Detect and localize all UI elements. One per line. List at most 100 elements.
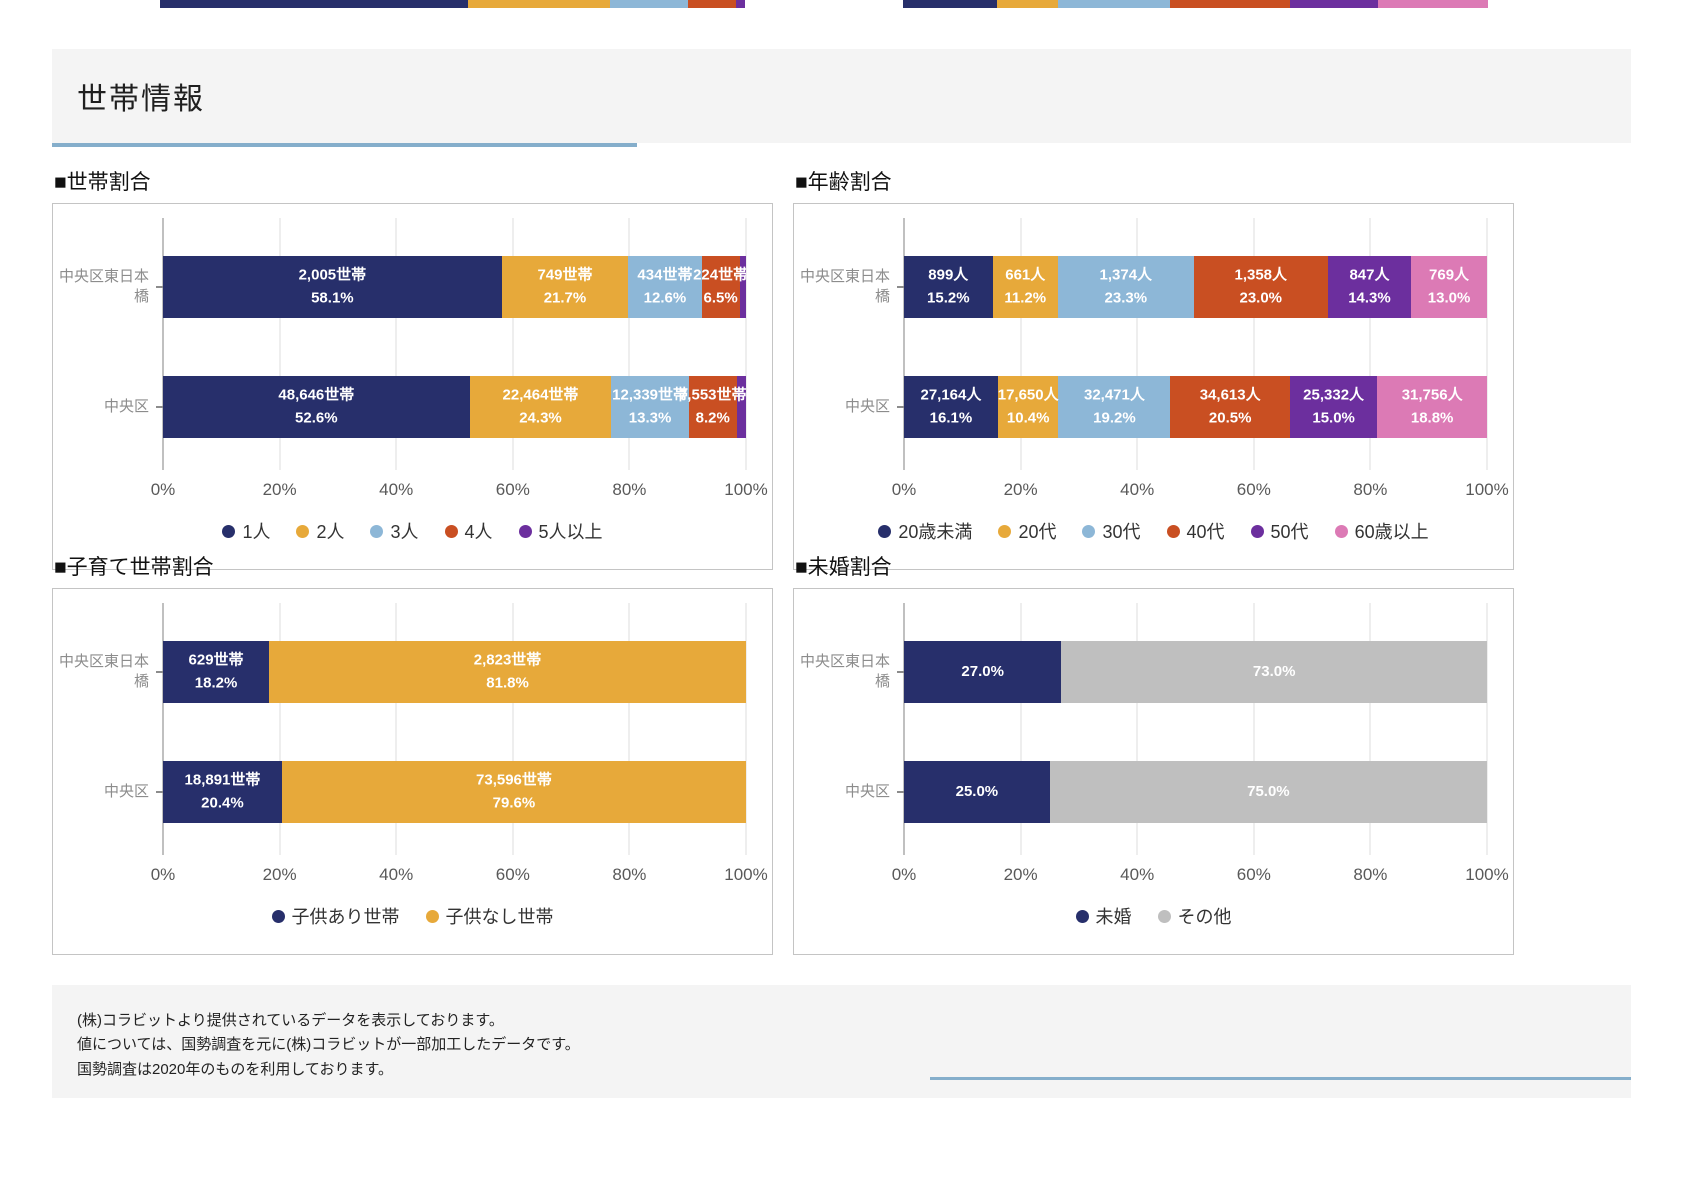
bar-segment: 27.0% xyxy=(904,641,1062,703)
bar-segment xyxy=(735,0,745,8)
x-tick-label: 0% xyxy=(150,480,176,499)
legend-dot xyxy=(1250,524,1264,538)
segment-label: 749世帯 21.7% xyxy=(537,265,592,310)
segment-value: 22,464世帯 xyxy=(502,386,579,404)
segment-percent: 58.1% xyxy=(311,289,354,306)
gridline xyxy=(279,218,281,470)
footer-note-line: (株)コラビットより提供されているデータを表示しております。 xyxy=(77,1012,504,1029)
segment-percent: 21.7% xyxy=(543,289,587,306)
plot-area: 629世帯 18.2% 2,823世帯 81.8% 18,891世帯 20.4% 73,59… xyxy=(156,603,747,855)
x-tick-label: 20% xyxy=(262,480,297,499)
bar-segment: 1,358人 23.0% xyxy=(1193,256,1328,318)
segment-percent: 13.3% xyxy=(628,409,672,426)
legend-dot xyxy=(1166,524,1180,538)
x-tick-label: 100% xyxy=(1465,865,1509,884)
segment-value: 73,596世帯 xyxy=(476,771,552,789)
segment-label: 629世帯 18.2% xyxy=(189,650,244,695)
x-tick-label: 60% xyxy=(495,480,530,499)
segment-value: 2,823世帯 xyxy=(473,651,542,669)
gridline xyxy=(745,218,747,470)
segment-label: 73.0% xyxy=(1253,661,1296,684)
bar-segment: 749世帯 21.7% xyxy=(501,256,629,318)
legend-item: 1人 xyxy=(222,518,270,544)
bar-segment: 2,005世帯 58.1% xyxy=(163,256,502,318)
bar-segment: 25,332人 15.0% xyxy=(1289,376,1378,438)
x-axis-spacer xyxy=(53,865,163,889)
bar-row: 18,891世帯 20.4% 73,596世帯 79.6% xyxy=(163,761,746,823)
chart-legend: 1人 2人 3人 4人 5人以上 xyxy=(53,518,772,544)
page-header: 世帯情報 xyxy=(52,49,1631,147)
segment-value: 661人 xyxy=(1005,266,1046,284)
segment-percent: 10.4% xyxy=(1006,409,1050,426)
plot-area-wrap: 中央区東日本橋 中央区 27.0% 73.0% 25.0% 75.0% xyxy=(794,603,1513,855)
x-tick-label: 0% xyxy=(891,480,917,499)
legend-dot xyxy=(1082,524,1096,538)
segment-value: 18,891世帯 xyxy=(184,771,261,789)
legend-item: その他 xyxy=(1157,903,1232,929)
y-axis-label: 中央区 xyxy=(103,397,149,415)
plot-area-wrap: 中央区東日本橋 中央区 629世帯 18.2% 2,823世帯 81.8% 18,891世帯… xyxy=(53,603,772,855)
chart-panel: 中央区東日本橋 中央区 2,005世帯 58.1% 749世帯 21.7% 434世帯 12.… xyxy=(52,203,773,570)
segment-percent: 75.0% xyxy=(1247,782,1290,800)
plot-area: 2,005世帯 58.1% 749世帯 21.7% 434世帯 12.6% 224世帯 6.5… xyxy=(156,218,747,470)
legend-label: 4人 xyxy=(464,522,493,542)
gridline xyxy=(1136,218,1138,470)
x-axis-spacer xyxy=(794,865,904,889)
bar-segment xyxy=(1170,0,1291,8)
segment-value: 48,646世帯 xyxy=(278,386,355,404)
segment-label: 25,332人 15.0% xyxy=(1303,385,1364,430)
segment-label: 18,891世帯 20.4% xyxy=(185,770,261,815)
footer-note-line: 国勢調査は2020年のものを利用しております。 xyxy=(77,1060,393,1078)
y-tick-mark xyxy=(156,286,163,288)
bar-segment: 847人 14.3% xyxy=(1327,256,1412,318)
gridline xyxy=(1369,603,1371,855)
legend-label: 2人 xyxy=(316,522,345,542)
segment-value: 7,553世帯 xyxy=(678,386,746,404)
x-axis: 0% 20% 40% 60% 80% 100% xyxy=(53,865,772,889)
gridline xyxy=(1136,603,1138,855)
legend-label: 30代 xyxy=(1102,522,1141,542)
legend-label: 20歳未満 xyxy=(898,522,973,542)
footer-accent-line xyxy=(930,1077,1631,1080)
bar-segment xyxy=(1377,0,1488,8)
chart-age: ■年齢割合 中央区東日本橋 中央区 899人 15.2% 661人 11.2% 1,374人 2… xyxy=(793,166,1514,570)
page-footer: (株)コラビットより提供されているデータを表示しております。 値については、国勢… xyxy=(52,985,1631,1098)
segment-percent: 24.3% xyxy=(519,409,562,426)
x-tick-label: 100% xyxy=(1465,480,1509,499)
y-tick-mark xyxy=(156,671,163,673)
segment-label: 1,374人 23.3% xyxy=(1100,265,1153,310)
segment-label: 22,464世帯 24.3% xyxy=(503,385,579,430)
segment-percent: 20.5% xyxy=(1208,409,1252,426)
gridline xyxy=(1020,603,1022,855)
bar-segment xyxy=(997,0,1058,8)
segment-value: 224世帯 xyxy=(693,266,746,284)
gridline xyxy=(1369,218,1371,470)
segment-value: 17,650人 xyxy=(997,386,1059,404)
y-axis-labels: 中央区東日本橋 中央区 xyxy=(53,603,163,855)
segment-percent: 6.5% xyxy=(703,289,738,306)
legend-dot xyxy=(878,524,892,538)
y-tick-mark xyxy=(156,406,163,408)
gridline xyxy=(395,218,397,470)
bar-segment: 12,339世帯 13.3% xyxy=(611,376,689,438)
x-axis-spacer xyxy=(53,480,163,504)
segment-percent: 73.0% xyxy=(1252,662,1296,680)
gridline xyxy=(1486,218,1488,470)
chart-title: ■子育て世帯割合 xyxy=(54,556,214,579)
x-tick-label: 20% xyxy=(1003,865,1038,884)
bar-segment: 661人 11.2% xyxy=(992,256,1058,318)
segment-percent: 23.0% xyxy=(1239,289,1283,306)
segment-value: 629世帯 xyxy=(188,651,244,669)
bar-segment: 18,891世帯 20.4% xyxy=(163,761,282,823)
legend-dot xyxy=(1075,909,1089,923)
segment-percent: 16.1% xyxy=(929,409,973,426)
gridline xyxy=(1020,218,1022,470)
y-axis-labels: 中央区東日本橋 中央区 xyxy=(794,218,904,470)
bar-segment xyxy=(160,0,468,8)
plot-area: 27.0% 73.0% 25.0% 75.0% xyxy=(897,603,1488,855)
y-axis-line xyxy=(903,603,905,855)
bar-segment: 73,596世帯 79.6% xyxy=(281,761,746,823)
segment-label: 899人 15.2% xyxy=(927,265,970,310)
bar-segment: 769人 13.0% xyxy=(1411,256,1487,318)
x-tick-label: 60% xyxy=(495,865,530,884)
